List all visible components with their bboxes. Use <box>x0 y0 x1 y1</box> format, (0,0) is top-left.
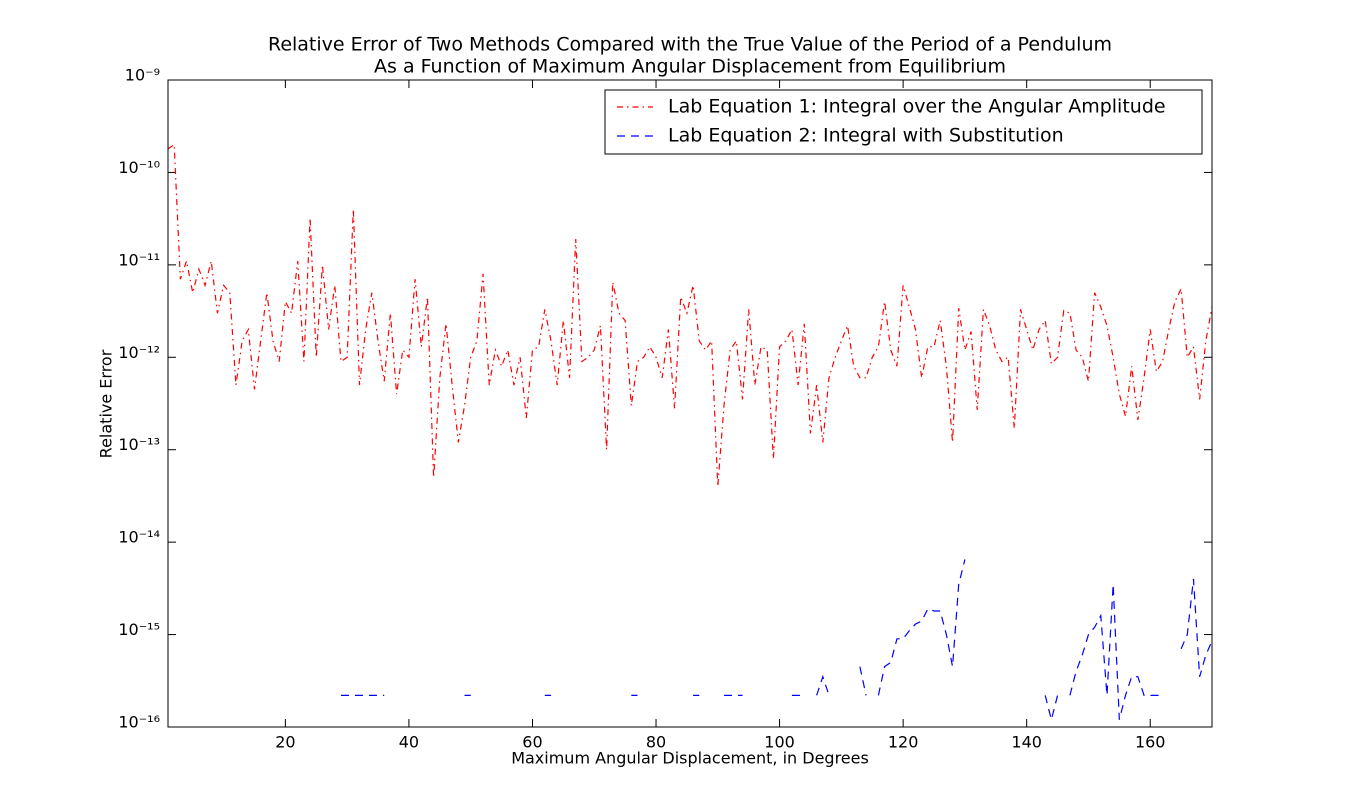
series-line <box>167 143 1213 487</box>
y-tick-label: 10⁻¹⁰ <box>118 158 160 177</box>
chart-title: Relative Error of Two Methods Compared w… <box>268 34 1112 56</box>
series-line <box>340 559 1213 720</box>
legend-box <box>604 89 1203 155</box>
x-tick-label: 100 <box>764 733 795 752</box>
chart-subtitle: As a Function of Maximum Angular Displac… <box>374 56 1006 78</box>
legend-label: Lab Equation 1: Integral over the Angula… <box>668 96 1166 118</box>
x-tick-label: 160 <box>1135 733 1166 752</box>
x-tick-label: 140 <box>1011 733 1042 752</box>
x-tick-label: 60 <box>522 733 542 752</box>
x-tick-label: 20 <box>275 733 295 752</box>
y-tick-label: 10⁻¹² <box>118 343 160 362</box>
legend: Lab Equation 1: Integral over the Angula… <box>604 89 1203 155</box>
y-tick-label: 10⁻¹⁶ <box>118 713 160 732</box>
y-tick-label: 10⁻¹⁵ <box>118 620 160 639</box>
plot-frame <box>167 79 1213 728</box>
legend-label: Lab Equation 2: Integral with Substituti… <box>668 125 1064 147</box>
x-tick-label: 120 <box>888 733 919 752</box>
y-tick-label: 10⁻⁹ <box>125 66 160 85</box>
y-axis-label: Relative Error <box>97 349 116 458</box>
x-tick-label: 80 <box>646 733 666 752</box>
x-axis-label: Maximum Angular Displacement, in Degrees <box>511 749 869 768</box>
y-tick-label: 10⁻¹¹ <box>118 250 160 269</box>
y-tick-label: 10⁻¹³ <box>118 435 160 454</box>
x-tick-label: 40 <box>399 733 419 752</box>
y-tick-label: 10⁻¹⁴ <box>118 528 160 547</box>
